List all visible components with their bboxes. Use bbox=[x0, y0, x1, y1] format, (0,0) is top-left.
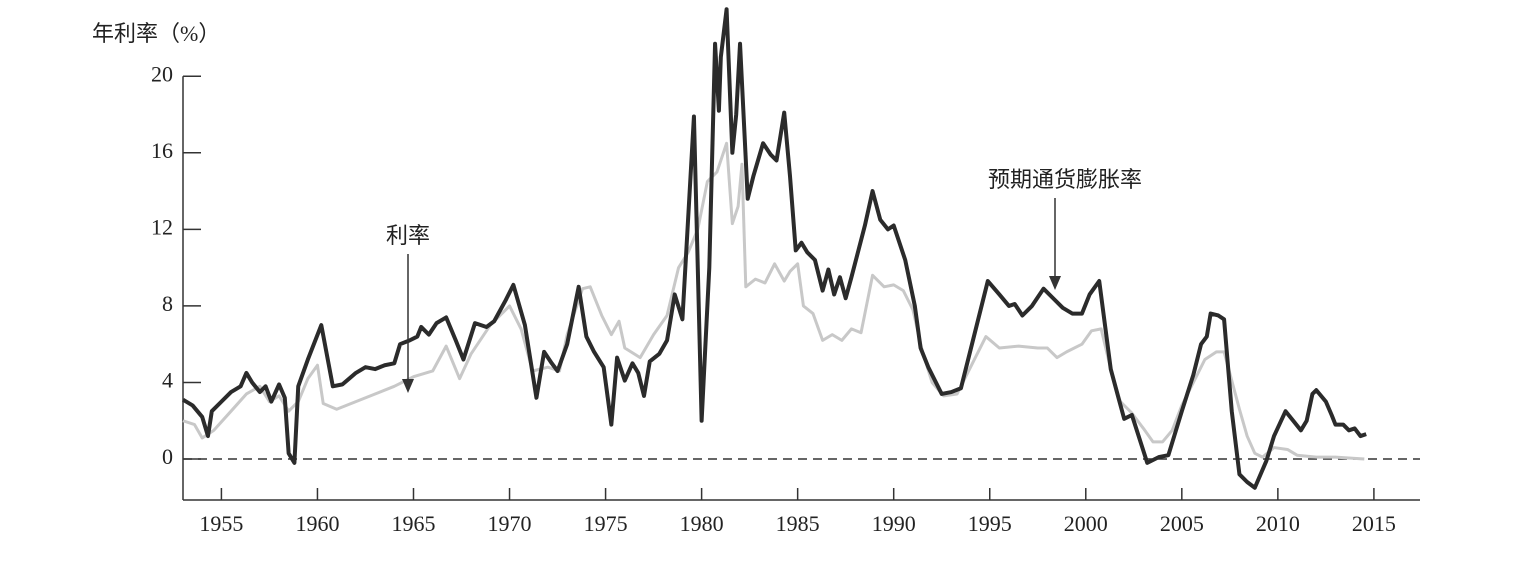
arrow-head bbox=[402, 379, 414, 393]
series-line bbox=[182, 141, 1365, 461]
x-tick-label: 1985 bbox=[776, 511, 820, 536]
arrow-head bbox=[1049, 276, 1061, 290]
y-tick-label: 20 bbox=[151, 61, 173, 86]
x-tick-label: 1955 bbox=[199, 511, 243, 536]
series-line bbox=[181, 7, 1367, 490]
y-axis-label: 年利率（%） bbox=[92, 21, 220, 46]
x-tick-label: 2015 bbox=[1352, 511, 1396, 536]
y-tick-label: 8 bbox=[162, 291, 173, 316]
x-tick-label: 1975 bbox=[584, 511, 628, 536]
series-annotation: 预期通货膨胀率 bbox=[988, 167, 1142, 192]
series-annotation: 利率 bbox=[386, 223, 430, 248]
y-tick-label: 0 bbox=[162, 444, 173, 469]
x-tick-label: 2005 bbox=[1160, 511, 1204, 536]
x-tick-label: 1970 bbox=[488, 511, 532, 536]
x-tick-label: 1990 bbox=[872, 511, 916, 536]
x-tick-label: 2000 bbox=[1064, 511, 1108, 536]
y-tick-label: 16 bbox=[151, 138, 173, 163]
x-tick-label: 1960 bbox=[295, 511, 339, 536]
x-tick-label: 1980 bbox=[680, 511, 724, 536]
x-tick-label: 1965 bbox=[391, 511, 435, 536]
y-tick-label: 4 bbox=[162, 368, 173, 393]
x-tick-label: 2010 bbox=[1256, 511, 1300, 536]
y-tick-label: 12 bbox=[151, 214, 173, 239]
x-tick-label: 1995 bbox=[968, 511, 1012, 536]
